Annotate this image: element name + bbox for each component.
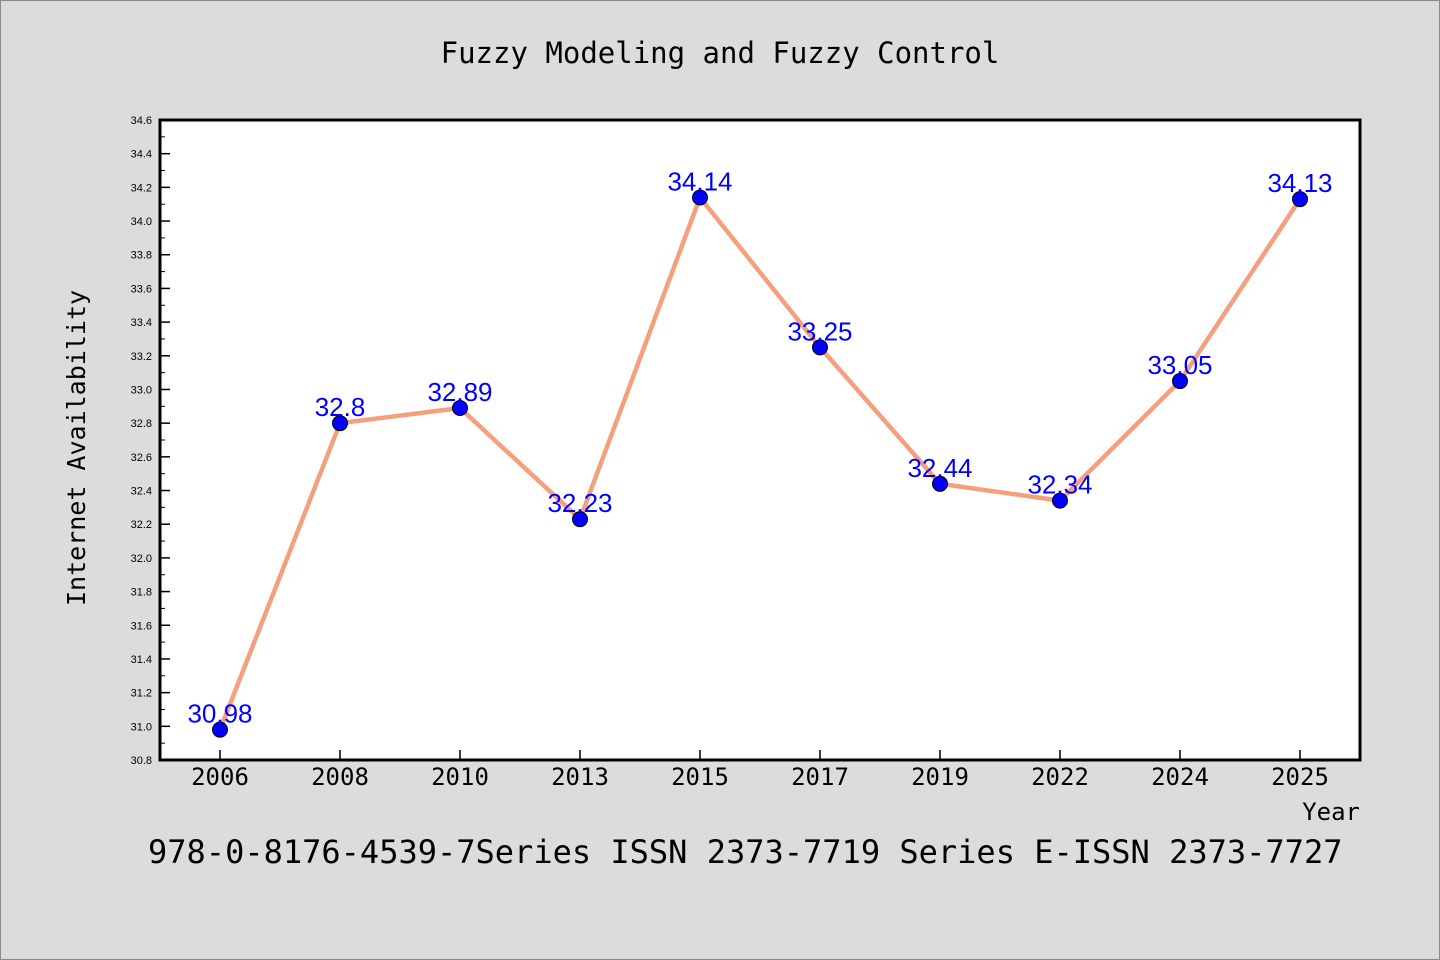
x-tick-label: 2015 [671, 763, 729, 791]
y-tick-label: 31.6 [131, 620, 152, 632]
data-label: 32.44 [907, 453, 972, 483]
data-point [1172, 373, 1188, 390]
data-label: 34.13 [1267, 168, 1332, 198]
data-point [1052, 492, 1068, 509]
y-tick-label: 34.2 [131, 182, 152, 194]
data-point [812, 339, 828, 356]
x-tick-label: 2006 [191, 763, 249, 791]
data-point [452, 400, 468, 416]
data-labels: 30.98 32.8 32.89 32.23 34.14 33.25 32.44 32.34 3… [187, 166, 1332, 728]
data-point [1292, 191, 1308, 208]
data-point [932, 475, 948, 492]
y-tick-label: 31.2 [131, 688, 152, 700]
data-label: 30.98 [187, 699, 252, 729]
chart-title: Fuzzy Modeling and Fuzzy Control [441, 36, 1000, 70]
y-tick-label: 32.8 [131, 418, 152, 430]
data-label: 32.89 [427, 377, 492, 407]
y-tick-label: 32.6 [131, 452, 152, 464]
y-tick-label: 34.0 [131, 216, 152, 228]
data-label: 32.23 [547, 488, 612, 518]
y-tick-label: 31.0 [131, 721, 152, 733]
x-tick-label: 2008 [311, 763, 369, 791]
y-tick-label: 33.2 [131, 351, 152, 363]
data-point [572, 511, 588, 528]
x-tick-label: 2024 [1151, 763, 1209, 791]
y-tick-label: 34.4 [131, 149, 152, 161]
x-tick-label: 2010 [431, 763, 489, 791]
y-tick-label: 32.2 [131, 519, 152, 531]
y-tick-label: 32.0 [131, 553, 152, 565]
x-tick-label: 2013 [551, 763, 609, 791]
plot-area [158, 118, 1362, 762]
data-label: 32.34 [1027, 470, 1092, 500]
y-tick-label: 32.4 [131, 486, 152, 498]
x-tick-label: 2019 [911, 763, 969, 791]
y-tick-label: 33.0 [131, 384, 152, 396]
x-axis-label: Year [1302, 798, 1360, 826]
footer-text: 978-0-8176-4539-7Series ISSN 2373-7719 S… [148, 833, 1342, 871]
y-tick-label: 33.6 [131, 283, 152, 295]
y-tick-label: 31.8 [131, 587, 152, 599]
y-tick-label: 33.4 [131, 317, 152, 329]
y-axis-label: Internet Availability [62, 290, 91, 606]
y-tick-label: 31.4 [131, 654, 152, 666]
data-label: 33.05 [1147, 350, 1212, 380]
x-tick-label: 2025 [1271, 763, 1329, 791]
data-label: 33.25 [787, 316, 852, 346]
data-label: 32.8 [315, 392, 366, 422]
y-tick-label: 34.6 [131, 115, 152, 127]
y-tick-label: 30.8 [131, 755, 152, 767]
data-point [212, 721, 228, 738]
x-tick-label: 2022 [1031, 763, 1089, 791]
data-point [332, 415, 348, 432]
series-path [217, 195, 1303, 732]
data-point [692, 189, 708, 206]
x-tick-label: 2017 [791, 763, 849, 791]
data-label: 34.14 [667, 166, 732, 196]
y-axis: 30.8 31.0 31.2 31.4 31.6 31.8 32.0 32.2 32.4 32.6… [131, 115, 170, 767]
series-line [212, 189, 1308, 738]
x-axis: 2006 2008 2010 2013 2015 2017 2019 2022 2024 2025 [191, 750, 1329, 791]
y-tick-label: 33.8 [131, 250, 152, 262]
